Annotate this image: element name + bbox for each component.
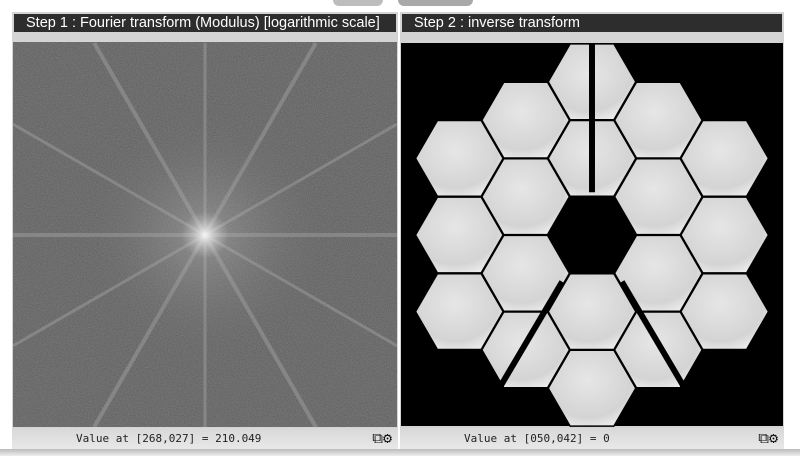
top-tab[interactable] [398, 0, 473, 6]
panel-title: Step 1 : Fourier transform (Modulus) [lo… [14, 14, 396, 32]
mirror-segment [680, 119, 770, 198]
status-bar: Value at [268,027] = 210.049 ⧉⚙ [12, 428, 398, 449]
bottom-divider [0, 449, 800, 456]
mirror-segment [547, 349, 637, 427]
mirror-segment [680, 196, 770, 274]
mirror-segment [680, 272, 770, 351]
external-link-icon[interactable]: ⧉ [372, 429, 383, 447]
fourier-image[interactable] [13, 42, 397, 427]
gear-icon[interactable]: ⚙ [382, 429, 392, 447]
inverse-panel: Step 2 : inverse transform Value at [050… [400, 12, 784, 449]
mirror-segment [481, 158, 571, 236]
mirror-segment [414, 196, 504, 274]
mirror-segment [613, 234, 703, 312]
top-tab[interactable] [333, 0, 383, 6]
mirror-segment [481, 81, 571, 159]
mirror-segment [613, 311, 703, 389]
external-link-icon[interactable]: ⧉ [758, 429, 769, 447]
mirror-segment [547, 272, 637, 351]
panel-title: Step 2 : inverse transform [402, 14, 782, 32]
mirror-segment [414, 119, 504, 198]
pixel-value: Value at [050,042] = 0 [464, 432, 610, 445]
inverse-image[interactable] [401, 42, 783, 427]
pixel-value: Value at [268,027] = 210.049 [76, 432, 262, 445]
status-bar: Value at [050,042] = 0 ⧉⚙ [400, 428, 784, 449]
mirror-segment [613, 158, 703, 236]
fourier-panel: Step 1 : Fourier transform (Modulus) [lo… [12, 12, 398, 449]
mirror-segment [414, 272, 504, 351]
gear-icon[interactable]: ⚙ [768, 429, 778, 447]
mirror-segment [613, 81, 703, 159]
